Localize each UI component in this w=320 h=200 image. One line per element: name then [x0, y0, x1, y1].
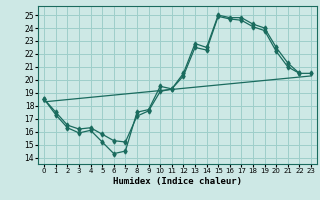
X-axis label: Humidex (Indice chaleur): Humidex (Indice chaleur): [113, 177, 242, 186]
